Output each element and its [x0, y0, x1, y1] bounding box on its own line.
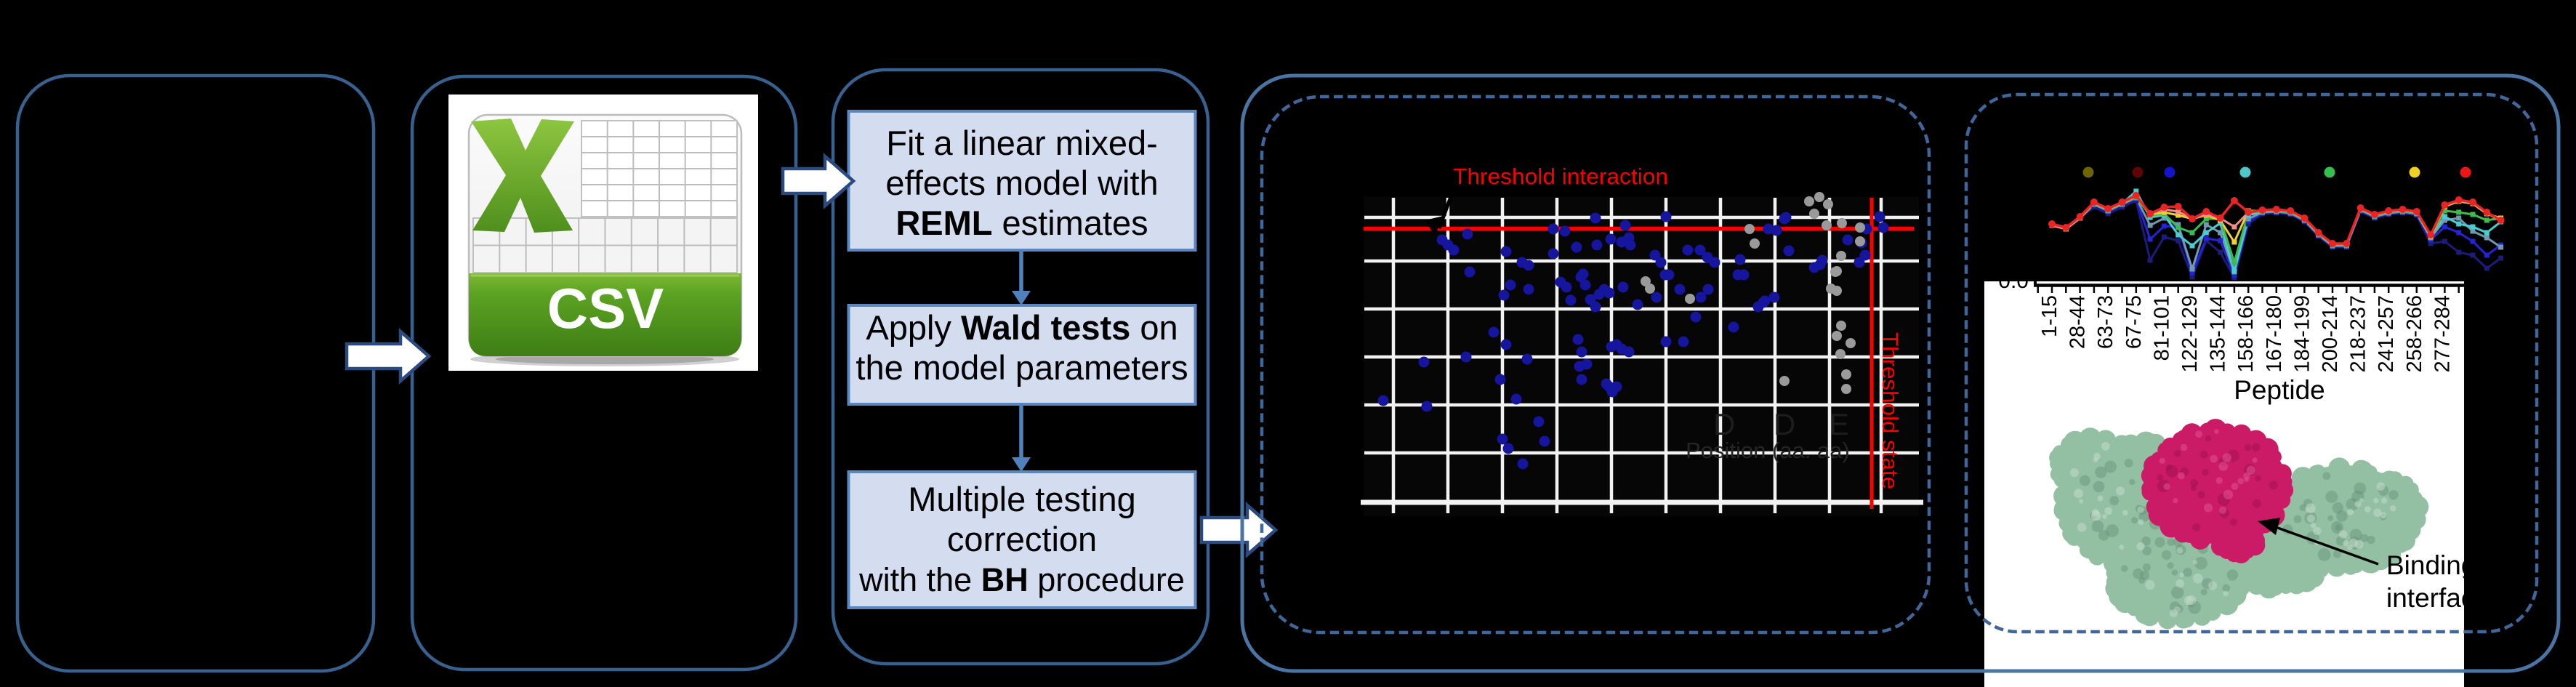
svg-text:1-15: 1-15 [2038, 295, 2061, 337]
svg-text:Threshold state: Threshold state [1877, 332, 1903, 489]
svg-text:158-166: 158-166 [2234, 295, 2258, 372]
svg-text:Position (aa. aa): Position (aa. aa) [1686, 438, 1850, 463]
svg-text:E: E [1829, 407, 1849, 441]
svg-text:277-284: 277-284 [2431, 295, 2454, 372]
svg-text:REML estimates: REML estimates [895, 204, 1148, 242]
svg-text:effects model with: effects model with [885, 164, 1158, 202]
svg-text:0.0: 0.0 [1998, 269, 2029, 293]
svg-text:184-199: 184-199 [2290, 295, 2314, 372]
svg-text:Multiple testing: Multiple testing [908, 480, 1136, 518]
svg-text:63-73: 63-73 [2094, 295, 2117, 349]
svg-text:67-75: 67-75 [2122, 295, 2146, 349]
svg-text:28-44: 28-44 [2066, 295, 2090, 349]
svg-text:with the BH procedure: with the BH procedure [858, 561, 1185, 598]
svg-text:218-237: 218-237 [2347, 295, 2370, 372]
svg-text:correction: correction [947, 520, 1097, 558]
svg-text:135-144: 135-144 [2207, 295, 2230, 372]
svg-text:81-101: 81-101 [2150, 295, 2173, 361]
svg-text:122-129: 122-129 [2178, 295, 2202, 372]
svg-text:D: D [1713, 407, 1735, 441]
svg-text:Peptide: Peptide [2234, 375, 2325, 405]
svg-text:200-214: 200-214 [2319, 295, 2342, 372]
svg-text:CSV: CSV [547, 276, 664, 340]
svg-text:Threshold interaction: Threshold interaction [1453, 164, 1668, 189]
svg-text:Apply Wald tests on: Apply Wald tests on [866, 308, 1178, 347]
svg-text:the model parameters: the model parameters [856, 348, 1188, 387]
svg-text:interface: interface [2386, 583, 2490, 613]
svg-text:167-180: 167-180 [2263, 295, 2286, 372]
svg-text:258-266: 258-266 [2403, 295, 2426, 372]
svg-text:Binding: Binding [2386, 550, 2476, 580]
svg-text:D: D [1774, 407, 1795, 441]
svg-text:241-257: 241-257 [2375, 295, 2398, 372]
svg-text:Fit a linear mixed-: Fit a linear mixed- [886, 124, 1158, 162]
